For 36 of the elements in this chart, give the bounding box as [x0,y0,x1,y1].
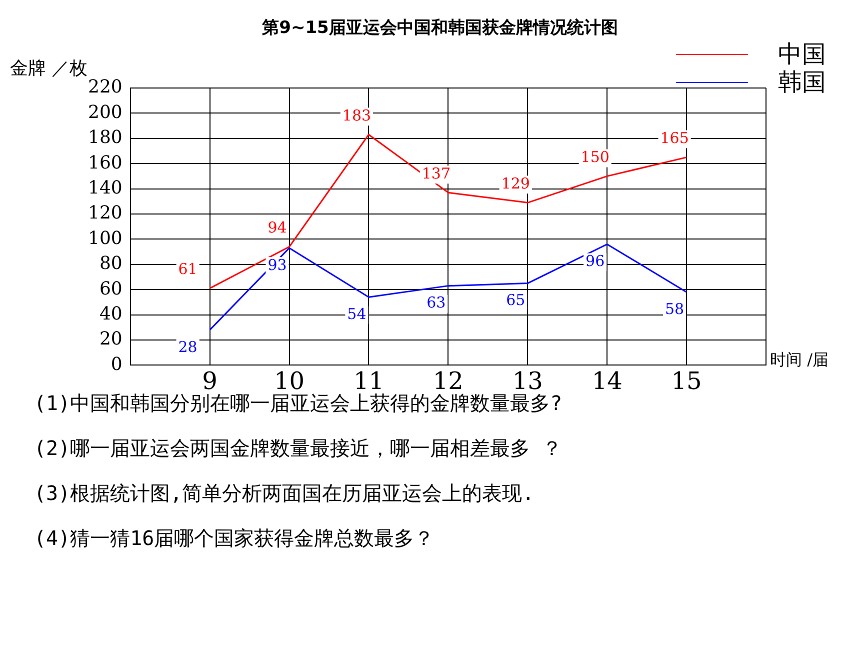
y-tick-label: 40 [99,303,122,324]
y-tick-label: 220 [88,76,122,98]
legend-label: 中国 [778,40,826,68]
text: (2)哪一届亚运会两国金牌数量最接近，哪一届相差最多 ？ [34,435,562,462]
y-tick-label: 80 [99,253,122,274]
x-axis-title: 时间 /届 [770,350,828,371]
y-tick-label: 0 [110,354,122,375]
data-label: 183 [342,106,372,125]
y-tick-label: 180 [88,127,122,148]
y-tick-label: 20 [99,328,122,350]
y-tick-label: 60 [99,278,122,300]
data-label: 150 [580,148,610,166]
y-axis-title: 金牌 ／枚 [10,57,88,80]
legend-label: 韩国 [778,68,826,96]
data-label: 93 [268,256,287,274]
data-label: 58 [665,300,684,318]
y-tick-label: 100 [88,228,122,249]
text: (4)猜一猜16届哪个国家获得金牌总数最多？ [34,525,436,552]
data-label: 96 [586,252,605,270]
chart-title: 第9~15届亚运会中国和韩国获金牌情况统计图 [261,17,619,39]
x-tick-label: 15 [671,366,702,395]
y-tick-label: 160 [88,152,122,174]
text: (3)根据统计图,简单分析两面国在历届亚运会上的表现. [34,480,536,507]
data-label: 28 [178,338,198,356]
data-label: 63 [426,294,446,312]
data-label: 54 [347,305,366,324]
data-label: 129 [501,174,530,193]
x-tick-label: 14 [592,366,622,395]
y-tick-label: 200 [88,102,122,123]
y-tick-label: 120 [88,202,122,224]
data-label: 137 [422,164,450,182]
data-label: 94 [268,218,287,237]
y-tick-label: 140 [88,177,122,198]
data-label: 165 [660,129,689,148]
data-label: 61 [178,260,198,278]
data-label: 65 [506,291,526,310]
